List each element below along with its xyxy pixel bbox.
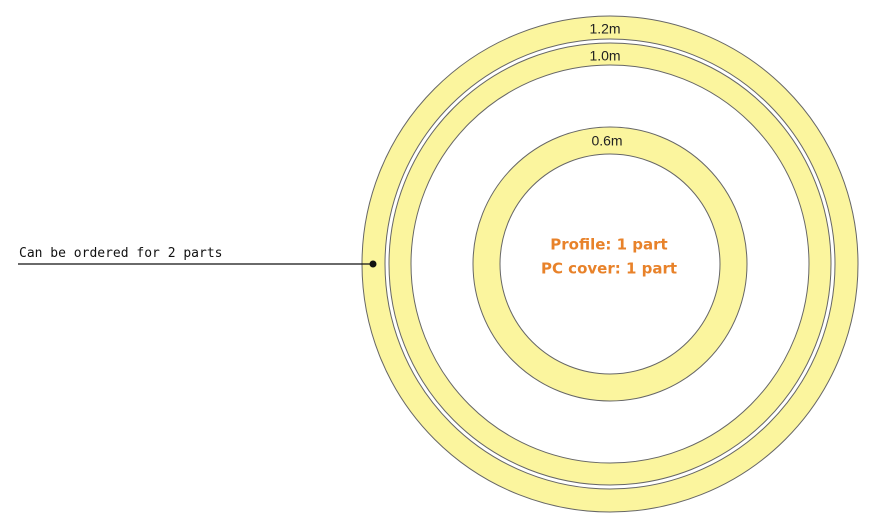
ring-label: 1.2m	[589, 21, 620, 37]
center-text: Profile: 1 part	[550, 236, 667, 254]
ring-label: 0.6m	[591, 133, 622, 149]
ring-label: 1.0m	[589, 48, 620, 64]
center-text: PC cover: 1 part	[541, 260, 677, 278]
annotation-text: Can be ordered for 2 parts	[19, 246, 223, 261]
ring-inner-hole	[499, 153, 721, 375]
annotation-dot	[369, 260, 377, 268]
